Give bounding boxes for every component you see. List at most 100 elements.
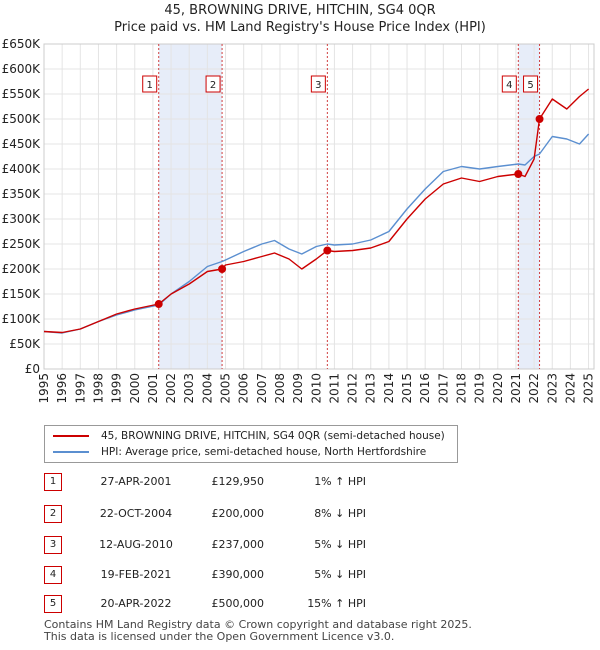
x-tick-label: 2001: [146, 373, 160, 404]
transaction-price: £500,000: [211, 597, 265, 610]
transaction-date: 22-OCT-2004: [99, 507, 173, 520]
sale-label: 4: [506, 80, 512, 91]
footer-copyright: Contains HM Land Registry data © Crown c…: [44, 618, 472, 631]
sale-label-box: [501, 75, 517, 93]
legend-swatch-hpi: [53, 451, 89, 453]
x-tick-label: 1995: [37, 373, 51, 404]
x-tick-label: 2015: [400, 373, 414, 404]
x-tick-label: 2020: [491, 373, 505, 404]
y-tick-label: £450K: [2, 137, 42, 151]
sale-point: [154, 300, 163, 309]
y-tick-label: £400K: [2, 162, 42, 176]
transaction-price: £129,950: [211, 475, 265, 488]
shaded-range: [158, 44, 223, 369]
y-tick-label: £100K: [2, 312, 42, 326]
x-tick-label: 2019: [473, 373, 487, 404]
y-tick-label: £350K: [2, 187, 42, 201]
table-row: 3 12-AUG-2010 £237,000 5% ↓ HPI: [44, 536, 444, 554]
transaction-number: 4: [44, 566, 62, 584]
x-tick-label: 2002: [164, 373, 178, 404]
x-tick-label: 2023: [545, 373, 559, 404]
x-tick-label: 1998: [91, 373, 105, 404]
price-chart: £0 £50K £100K £150K £200K £250K £300K £350K £400…: [2, 37, 596, 404]
y-tick-label: £600K: [2, 62, 42, 76]
transaction-hpi-diff: 8% ↓ HPI: [314, 507, 366, 520]
x-tick-label: 2018: [454, 373, 468, 404]
y-tick-label: £500K: [2, 112, 42, 126]
footer: Contains HM Land Registry data © Crown c…: [44, 619, 472, 643]
sale-point: [514, 170, 523, 178]
transaction-date: 27-APR-2001: [100, 475, 172, 488]
transaction-number: 1: [44, 473, 62, 491]
sale-label: 3: [315, 80, 321, 91]
transaction-price: £237,000: [211, 538, 265, 551]
transaction-hpi-diff: 15% ↑ HPI: [307, 597, 366, 610]
x-tick-label: 2003: [182, 373, 196, 404]
sale-label: 1: [147, 80, 153, 91]
sale-label-box: [142, 75, 158, 93]
x-tick-label: 2011: [327, 373, 341, 404]
x-tick-label: 2005: [219, 373, 233, 404]
x-tick-label: 2004: [200, 373, 214, 404]
transaction-date: 20-APR-2022: [100, 597, 172, 610]
y-tick-label: £650K: [2, 37, 42, 51]
sale-point: [323, 246, 332, 255]
x-tick-label: 2016: [418, 373, 432, 404]
transaction-number: 3: [44, 536, 62, 554]
y-tick-label: £150K: [2, 287, 42, 301]
transaction-number: 5: [44, 595, 62, 613]
sale-point: [218, 265, 227, 273]
legend-swatch-property: [53, 435, 89, 437]
x-tick-label: 2022: [527, 373, 541, 404]
plot-area: [44, 44, 594, 369]
transaction-hpi-diff: 1% ↑ HPI: [314, 475, 366, 488]
sale-point: [535, 115, 544, 123]
transaction-date: 19-FEB-2021: [100, 568, 172, 581]
x-tick-label: 1999: [110, 373, 124, 404]
x-tick-label: 2012: [346, 373, 360, 404]
x-tick-label: 2021: [509, 373, 523, 404]
sale-label: 5: [527, 80, 533, 91]
x-tick-label: 2010: [309, 373, 323, 404]
transaction-price: £200,000: [211, 507, 265, 520]
legend-label-hpi: HPI: Average price, semi-detached house,…: [101, 446, 427, 458]
table-row: 2 22-OCT-2004 £200,000 8% ↓ HPI: [44, 505, 444, 523]
transaction-number: 2: [44, 505, 62, 523]
transaction-price: £390,000: [211, 568, 265, 581]
y-tick-label: £550K: [2, 87, 42, 101]
legend-item-hpi: HPI: Average price, semi-detached house,…: [53, 444, 426, 460]
sale-label-box: [523, 75, 539, 93]
table-row: 5 20-APR-2022 £500,000 15% ↑ HPI: [44, 595, 444, 613]
y-tick-label: £200K: [2, 262, 42, 276]
plot-frame: [43, 43, 595, 370]
transaction-hpi-diff: 5% ↓ HPI: [314, 568, 366, 581]
x-tick-label: 2006: [237, 373, 251, 404]
sale-label: 2: [210, 80, 216, 91]
y-tick-label: £0: [25, 362, 40, 376]
x-tick-label: 2024: [563, 373, 577, 404]
x-tick-label: 2013: [364, 373, 378, 404]
x-tick-label: 2008: [273, 373, 287, 404]
legend: 45, BROWNING DRIVE, HITCHIN, SG4 0QR (se…: [44, 425, 458, 463]
y-tick-label: £250K: [2, 237, 42, 251]
transaction-hpi-diff: 5% ↓ HPI: [314, 538, 366, 551]
table-row: 4 19-FEB-2021 £390,000 5% ↓ HPI: [44, 566, 444, 584]
transaction-date: 12-AUG-2010: [99, 538, 173, 551]
shaded-range: [518, 44, 540, 369]
chart-title: 45, BROWNING DRIVE, HITCHIN, SG4 0QR: [164, 3, 436, 18]
x-tick-label: 1997: [73, 373, 87, 404]
y-tick-label: £300K: [2, 212, 42, 226]
chart-subtitle: Price paid vs. HM Land Registry's House …: [114, 20, 486, 35]
footer-licence: This data is licensed under the Open Gov…: [44, 630, 395, 643]
x-tick-label: 1996: [55, 373, 69, 404]
y-tick-label: £50K: [9, 337, 41, 351]
x-tick-label: 2017: [436, 373, 450, 404]
x-tick-label: 2014: [382, 373, 396, 404]
x-tick-label: 2007: [255, 373, 269, 404]
legend-item-property: 45, BROWNING DRIVE, HITCHIN, SG4 0QR (se…: [53, 428, 445, 444]
sale-label-box: [205, 75, 221, 93]
x-tick-label: 2009: [291, 373, 305, 404]
table-row: 1 27-APR-2001 £129,950 1% ↑ HPI: [44, 473, 444, 491]
x-tick-label: 2000: [128, 373, 142, 404]
x-tick-label: 2025: [582, 373, 596, 404]
